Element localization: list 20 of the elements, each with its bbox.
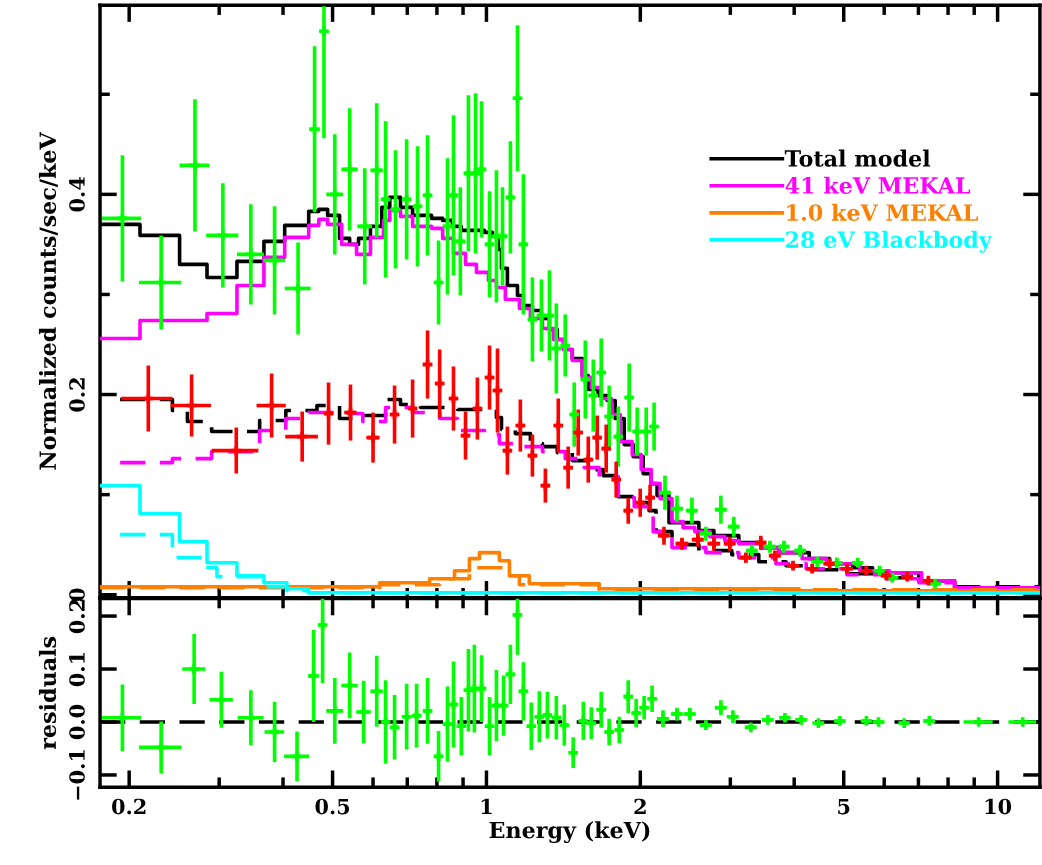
legend-label: Total model — [784, 149, 931, 167]
x-tick-label: 1 — [481, 798, 492, 815]
x-tick-label: 5 — [838, 798, 850, 815]
y-axis-title: Normalized counts/sec/keV — [38, 131, 58, 470]
y-tick-label: 0.2 — [69, 599, 85, 634]
x-tick-label: 0.5 — [315, 798, 350, 815]
y-tick-label: 0.1 — [69, 652, 85, 687]
x-tick-label: 2 — [634, 798, 646, 815]
y-tick-label: 0.4 — [69, 177, 85, 212]
legend-label: 1.0 keV MEKAL — [787, 203, 978, 221]
x-tick-label: 10 — [985, 798, 1012, 815]
y-axis-title: residuals — [38, 636, 57, 750]
x-tick-label: 0.2 — [112, 798, 146, 815]
y-tick-label: 0.0 — [69, 704, 85, 740]
legend-label: 28 eV Blackbody — [786, 230, 993, 253]
y-tick-label: −0.1 — [69, 750, 85, 800]
y-tick-label: 0.2 — [69, 378, 85, 412]
y-tick-label: 0 — [69, 588, 85, 601]
legend-label: 41 keV MEKAL — [785, 176, 971, 194]
x-axis-title: Energy (keV) — [489, 821, 650, 844]
